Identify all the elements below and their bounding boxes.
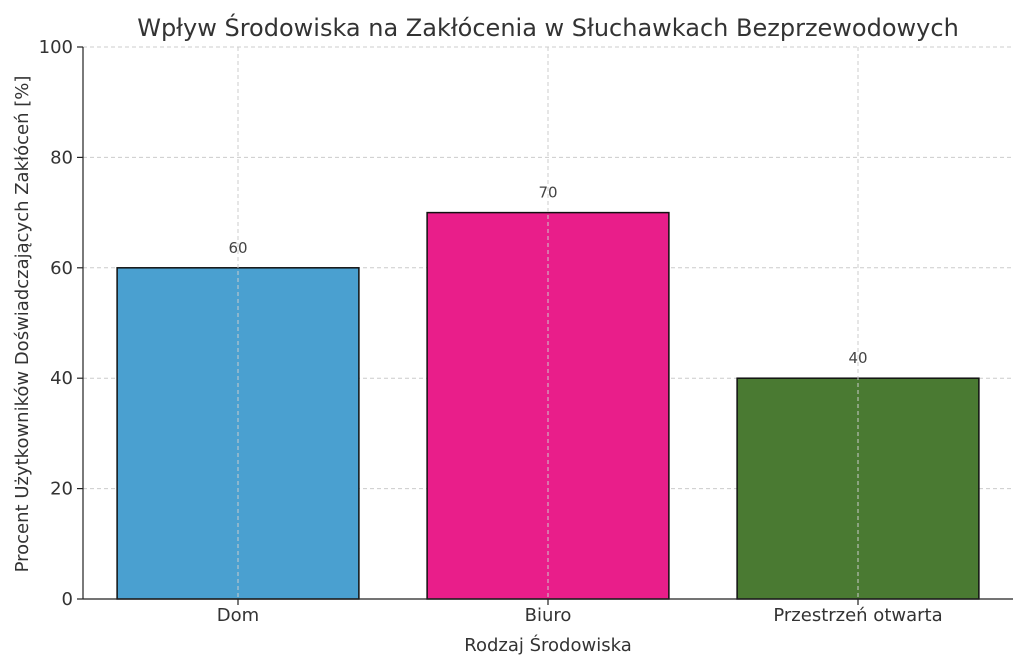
y-tick-label: 60 bbox=[50, 258, 73, 279]
y-tick-label: 40 bbox=[50, 368, 73, 389]
x-axis-label: Rodzaj Środowiska bbox=[464, 634, 631, 656]
y-tick-label: 20 bbox=[50, 479, 73, 500]
y-tick-label: 100 bbox=[39, 37, 73, 58]
x-tick-label: Dom bbox=[217, 605, 259, 626]
chart-title: Wpływ Środowiska na Zakłócenia w Słuchaw… bbox=[137, 12, 959, 42]
axes: 0 20 40 60 80 100 Dom Biuro Przestrzeń otwarta bbox=[39, 37, 1013, 626]
data-label: 70 bbox=[538, 184, 557, 202]
data-label: 60 bbox=[228, 239, 247, 257]
x-tick-label: Biuro bbox=[525, 605, 572, 626]
x-tick-label: Przestrzeń otwarta bbox=[773, 605, 942, 626]
y-tick-label: 0 bbox=[62, 589, 73, 610]
y-tick-label: 80 bbox=[50, 147, 73, 168]
y-axis-label: Procent Użytkowników Doświadczających Za… bbox=[12, 76, 33, 573]
